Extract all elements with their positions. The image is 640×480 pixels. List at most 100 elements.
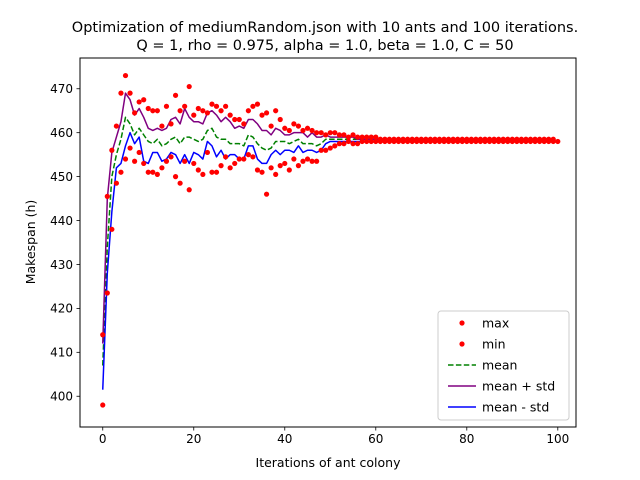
- min-point: [232, 160, 238, 167]
- min-legend-marker: [459, 341, 465, 347]
- legend-label-min: min: [482, 337, 506, 352]
- min-point: [450, 138, 456, 145]
- legend-label-mean-plus-std: mean + std: [482, 379, 555, 394]
- max-point: [345, 134, 352, 140]
- min-point: [500, 138, 506, 145]
- min-point: [177, 180, 183, 186]
- min-point: [432, 138, 438, 145]
- legend-label-mean: mean: [482, 358, 517, 373]
- min-point: [345, 138, 352, 145]
- max-point: [295, 123, 302, 129]
- min-point: [213, 169, 220, 175]
- min-point: [154, 171, 160, 178]
- min-point: [200, 171, 206, 178]
- min-point: [377, 138, 383, 145]
- min-point: [136, 149, 142, 156]
- min-point: [536, 138, 543, 145]
- max-point: [232, 116, 238, 123]
- x-tick-label: 20: [186, 432, 201, 446]
- y-tick-label: 460: [50, 126, 73, 140]
- y-axis-ticks: 400 410 420 430 440 450 460 470: [50, 82, 80, 404]
- mean-line: [102, 116, 554, 366]
- min-point: [368, 138, 374, 145]
- max-point: [318, 130, 324, 136]
- max-point: [177, 108, 183, 114]
- legend-box: [437, 310, 570, 421]
- min-point: [295, 163, 302, 169]
- min-point: [172, 174, 179, 180]
- min-point: [486, 138, 493, 145]
- min-point: [309, 158, 315, 164]
- max-point: [309, 127, 315, 134]
- max-point: [109, 147, 115, 153]
- min-point: [268, 165, 274, 171]
- x-tick-label: 80: [459, 432, 474, 446]
- max-point: [132, 110, 138, 116]
- min-point: [132, 158, 138, 164]
- min-point: [113, 180, 120, 186]
- min-point: [141, 160, 147, 167]
- min-point: [204, 149, 211, 156]
- min-point: [464, 138, 470, 145]
- max-point: [259, 112, 265, 118]
- min-point: [304, 156, 311, 162]
- min-point: [400, 138, 406, 145]
- min-point: [354, 141, 361, 147]
- min-point: [145, 169, 151, 175]
- max-point: [323, 132, 329, 138]
- min-point: [118, 169, 124, 175]
- x-tick-label: 100: [546, 432, 569, 446]
- max-point: [150, 108, 156, 114]
- max-point: [127, 90, 133, 96]
- max-point: [113, 123, 120, 129]
- min-point: [527, 138, 534, 145]
- min-point: [518, 138, 524, 145]
- x-tick-label: 0: [99, 432, 107, 446]
- max-point: [314, 130, 320, 136]
- min-point: [423, 138, 429, 145]
- max-point: [209, 101, 215, 107]
- max-point: [341, 132, 347, 138]
- min-point: [473, 138, 479, 145]
- max-point: [136, 99, 142, 105]
- min-point: [104, 290, 110, 296]
- min-point: [323, 147, 329, 153]
- max-point: [195, 105, 201, 112]
- min-point: [314, 158, 320, 164]
- min-point: [405, 138, 411, 145]
- max-point: [204, 110, 211, 116]
- min-point: [418, 138, 424, 145]
- max-point: [286, 127, 292, 134]
- x-axis-ticks: 0 20 40 60 80 100: [99, 427, 569, 446]
- min-point: [195, 167, 201, 173]
- y-tick-label: 450: [50, 170, 73, 184]
- max-point: [263, 110, 270, 116]
- min-point: [427, 138, 433, 145]
- min-point: [223, 154, 229, 160]
- min-point: [541, 138, 547, 145]
- max-point: [300, 127, 306, 134]
- min-point: [227, 165, 233, 171]
- min-point: [209, 169, 215, 175]
- max-point: [200, 108, 206, 114]
- min-point: [436, 138, 443, 145]
- max-point: [172, 92, 179, 98]
- min-point: [332, 143, 338, 149]
- y-tick-label: 410: [50, 346, 73, 360]
- max-point: [359, 134, 365, 140]
- min-point: [273, 171, 279, 178]
- y-tick-label: 470: [50, 82, 73, 96]
- min-point: [477, 138, 484, 145]
- max-point: [354, 134, 361, 140]
- min-point: [122, 156, 129, 162]
- min-point: [532, 138, 538, 145]
- max-point: [364, 134, 370, 140]
- y-tick-label: 430: [50, 258, 73, 272]
- min-point: [286, 167, 292, 173]
- min-point: [373, 138, 379, 145]
- min-point: [496, 138, 502, 145]
- min-point: [182, 158, 188, 164]
- max-point: [277, 116, 283, 123]
- max-point: [159, 123, 165, 129]
- min-point: [218, 163, 224, 169]
